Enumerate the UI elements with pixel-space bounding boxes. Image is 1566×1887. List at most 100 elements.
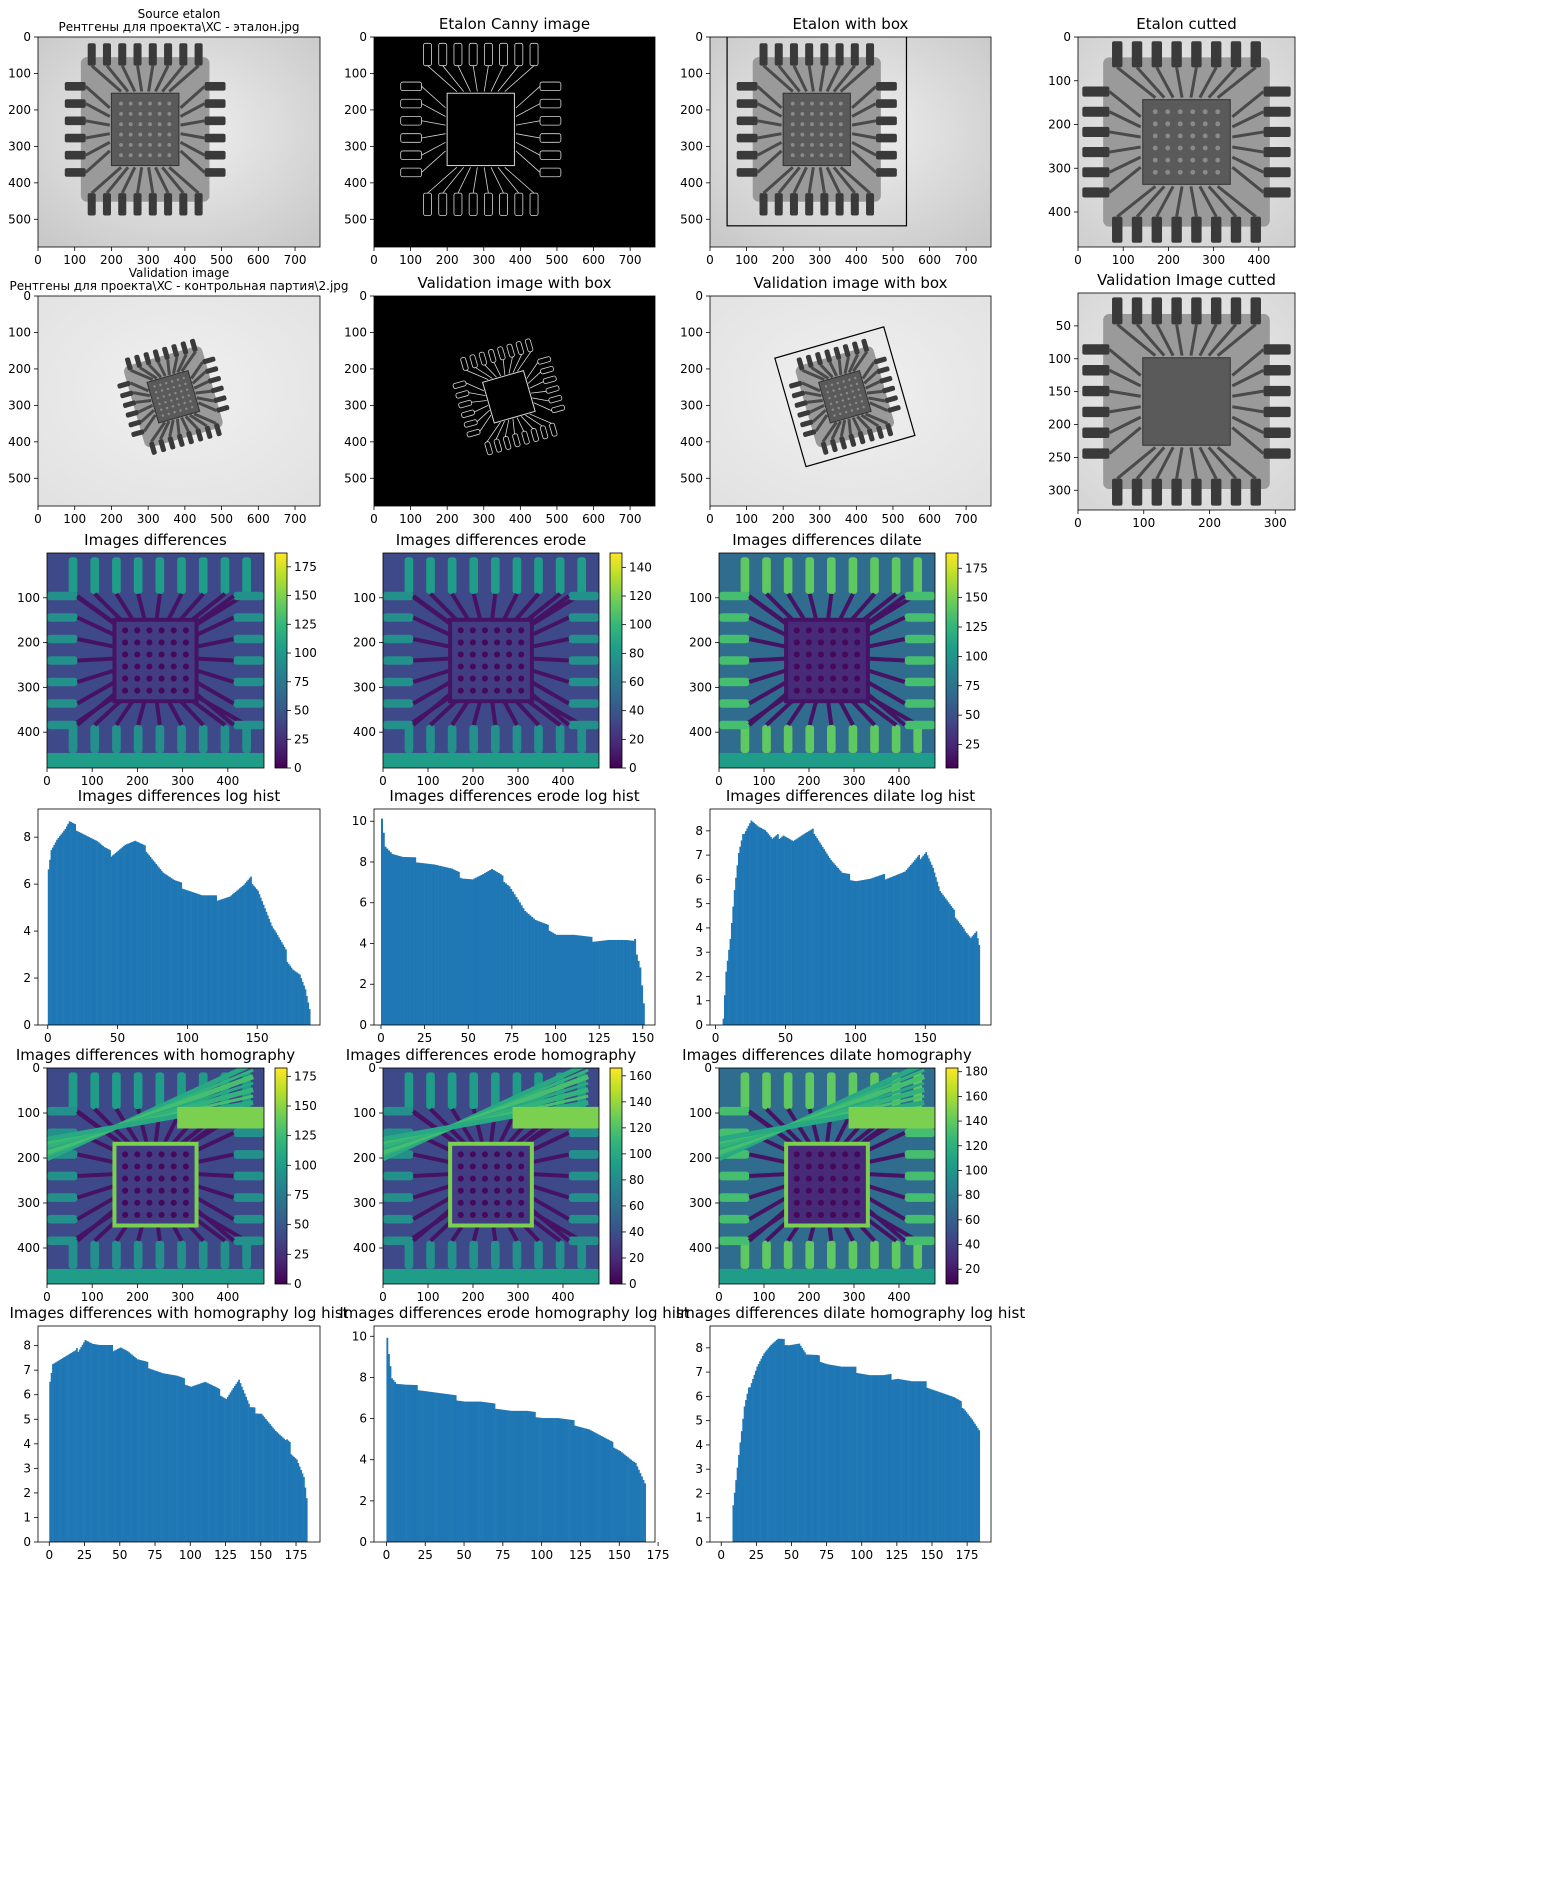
- die-ball: [122, 639, 129, 646]
- hist-bar: [527, 913, 530, 1025]
- hist-bar: [829, 1364, 832, 1542]
- die-ball: [122, 1151, 129, 1158]
- die-ball: [469, 687, 476, 694]
- hist-bar: [125, 1350, 128, 1542]
- hist-bar: [545, 923, 548, 1025]
- hist-bar: [935, 877, 937, 1025]
- lead: [842, 344, 851, 358]
- hist-bar: [858, 880, 860, 1025]
- y-tick-label: 400: [353, 725, 376, 739]
- heat-trace: [412, 1182, 455, 1200]
- hist-bar: [170, 1374, 173, 1542]
- die-ball: [838, 153, 843, 158]
- heat-trace: [191, 678, 235, 706]
- die-ball: [469, 1211, 476, 1218]
- trace: [1231, 90, 1265, 118]
- trace: [851, 119, 877, 127]
- lead: [876, 366, 890, 374]
- hist-bar: [746, 1393, 749, 1542]
- hist-bar: [265, 911, 268, 1025]
- die-ball: [854, 675, 861, 682]
- axes-frame: [37, 295, 321, 507]
- hist-bar: [162, 872, 164, 1025]
- hist-bar: [147, 1368, 150, 1542]
- die-ball: [494, 627, 501, 634]
- lead: [118, 43, 127, 66]
- hist-bar: [578, 935, 581, 1025]
- hist-title: Images differences dilate homography log…: [676, 1304, 1026, 1322]
- heat-lead: [555, 1240, 565, 1269]
- y-tick-label: 200: [353, 636, 376, 650]
- hist-bar: [116, 1348, 119, 1542]
- hist-bar: [292, 969, 294, 1025]
- lead: [789, 193, 798, 216]
- heat-lead: [827, 557, 836, 594]
- hist-bar: [781, 836, 783, 1025]
- die-ball: [842, 1199, 849, 1206]
- hist-bar: [886, 878, 888, 1025]
- x-tick-label: 200: [436, 512, 459, 526]
- die-ball: [850, 409, 854, 412]
- trace: [1189, 447, 1198, 479]
- hist-bar: [849, 1366, 851, 1542]
- axes-frame: [46, 552, 265, 769]
- trace: [161, 64, 185, 93]
- hist-bar: [602, 940, 605, 1025]
- hist-bar: [391, 854, 394, 1025]
- hist-bar: [131, 841, 134, 1025]
- trace: [515, 103, 541, 117]
- heat-trace: [862, 1204, 907, 1243]
- die-ball: [146, 675, 153, 682]
- trace: [172, 356, 179, 374]
- colorbar-tick-label: 100: [629, 1147, 652, 1161]
- hist-bar: [208, 1383, 211, 1542]
- hist-bar: [141, 844, 144, 1025]
- heat-trace: [191, 637, 235, 650]
- heat-lead: [47, 677, 78, 687]
- hist-bar: [71, 1352, 74, 1542]
- hist-bar: [606, 1439, 609, 1542]
- lead: [64, 133, 86, 143]
- lead: [461, 409, 475, 418]
- y-tick-label: 300: [689, 1196, 712, 1210]
- hist-bar: [880, 1375, 882, 1542]
- hist-bar: [239, 1383, 242, 1542]
- trace: [193, 412, 217, 425]
- lead: [1210, 297, 1222, 325]
- hist-bar: [243, 884, 245, 1025]
- x-tick-label: 25: [749, 1548, 764, 1562]
- hist-bar: [421, 863, 424, 1025]
- die-ball: [185, 388, 189, 391]
- hist-bar: [754, 824, 757, 1025]
- hist-bar: [162, 1373, 164, 1542]
- colorbar-tick-label: 125: [294, 617, 317, 631]
- die-ball: [170, 639, 177, 646]
- die-ball: [170, 627, 177, 634]
- panel-image: [38, 296, 320, 506]
- lead: [204, 82, 226, 91]
- trace: [533, 402, 552, 412]
- lead: [179, 193, 188, 216]
- x-tick-label: 100: [850, 1548, 873, 1562]
- trace: [179, 140, 206, 157]
- die-ball: [128, 153, 133, 158]
- hist-bar: [541, 922, 544, 1025]
- hist-bar: [489, 870, 492, 1025]
- trace: [1108, 90, 1142, 118]
- y-tick-label: 200: [1048, 118, 1071, 132]
- hist-panel-5: Images differences dilate homography log…: [676, 1304, 1026, 1562]
- hist-bar: [792, 841, 795, 1025]
- die: [1142, 99, 1231, 185]
- axes-frame: [37, 1325, 321, 1543]
- axes-frame: [709, 36, 992, 248]
- hist-bar: [422, 863, 425, 1025]
- hist-bar: [865, 879, 867, 1025]
- hist-bar: [106, 848, 109, 1025]
- x-tick-label: 0: [370, 253, 378, 267]
- heat-lead: [155, 1072, 165, 1110]
- hist-bar: [978, 945, 981, 1025]
- lead: [1263, 187, 1291, 198]
- die-ball: [171, 405, 175, 408]
- hist-bar: [429, 864, 432, 1025]
- hist-bar: [592, 1431, 595, 1542]
